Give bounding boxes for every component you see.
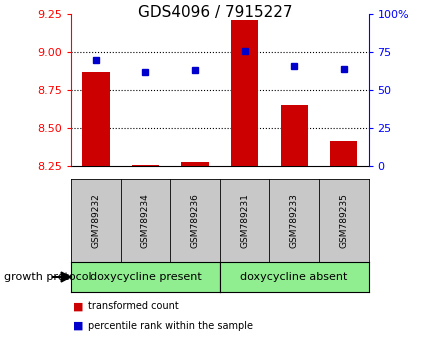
Text: GSM789232: GSM789232 (91, 193, 100, 248)
Text: doxycycline absent: doxycycline absent (240, 272, 347, 282)
Bar (280, 105, 307, 166)
Text: GSM789236: GSM789236 (190, 193, 199, 248)
Bar (329, 141, 356, 166)
Text: doxycycline present: doxycycline present (89, 272, 201, 282)
Text: GSM789235: GSM789235 (338, 193, 347, 248)
Bar (230, 20, 258, 166)
Text: percentile rank within the sample: percentile rank within the sample (88, 321, 253, 331)
Bar (181, 162, 208, 166)
Text: transformed count: transformed count (88, 301, 179, 311)
Text: GSM789233: GSM789233 (289, 193, 298, 248)
Text: GSM789231: GSM789231 (240, 193, 249, 248)
Text: ■: ■ (73, 321, 83, 331)
Bar (82, 72, 109, 166)
Text: growth protocol: growth protocol (4, 272, 92, 282)
Text: GSM789234: GSM789234 (141, 193, 150, 248)
Text: ■: ■ (73, 301, 83, 311)
Bar (132, 165, 159, 166)
Text: GDS4096 / 7915227: GDS4096 / 7915227 (138, 5, 292, 20)
